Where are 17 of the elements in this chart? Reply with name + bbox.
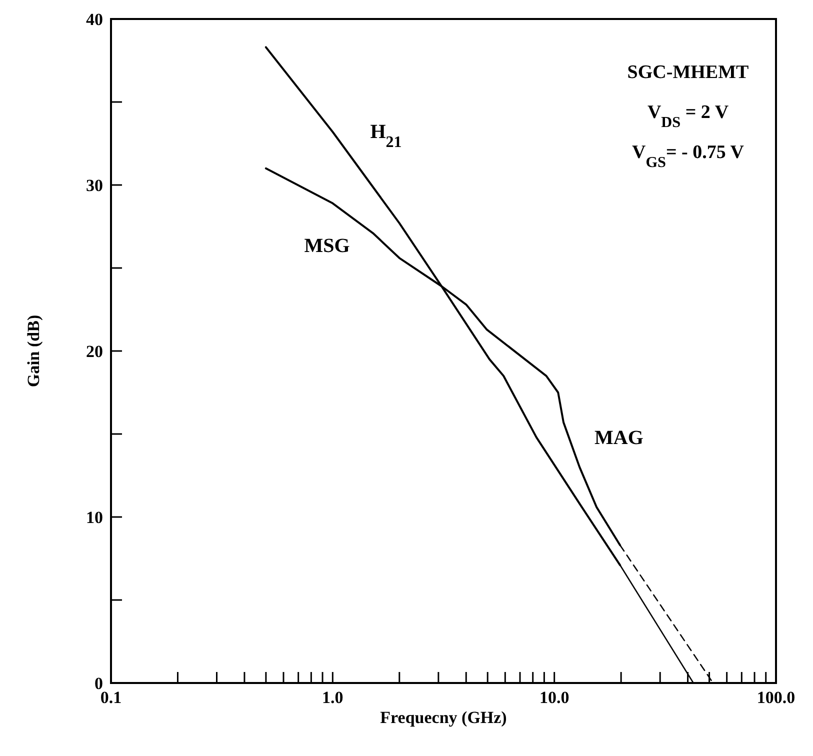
annotation: V$_{DS}$ = 2 V	[647, 102, 729, 130]
y-tick-label: 20	[86, 342, 103, 361]
annotation: SGC-MHEMT	[627, 62, 750, 83]
x-tick-label: 0.1	[100, 688, 122, 707]
x-tick-label: 1.0	[322, 688, 344, 707]
y-tick-label: 30	[86, 176, 103, 195]
y-axis-title: Gain (dB)	[24, 314, 43, 388]
y-tick-label: 10	[86, 508, 103, 527]
x-tick-label: 10.0	[539, 688, 570, 707]
y-tick-label: 0	[94, 674, 103, 693]
annotation: MAG	[594, 427, 644, 449]
annotation: V$_{GS}$= - 0.75 V	[632, 142, 744, 170]
annotation: H$_{21}$	[370, 121, 402, 150]
x-axis-title: Frequecny (GHz)	[380, 708, 507, 727]
x-tick-label: 100.0	[756, 688, 796, 707]
annotation: MSG	[304, 235, 350, 257]
y-tick-label: 40	[86, 10, 103, 29]
